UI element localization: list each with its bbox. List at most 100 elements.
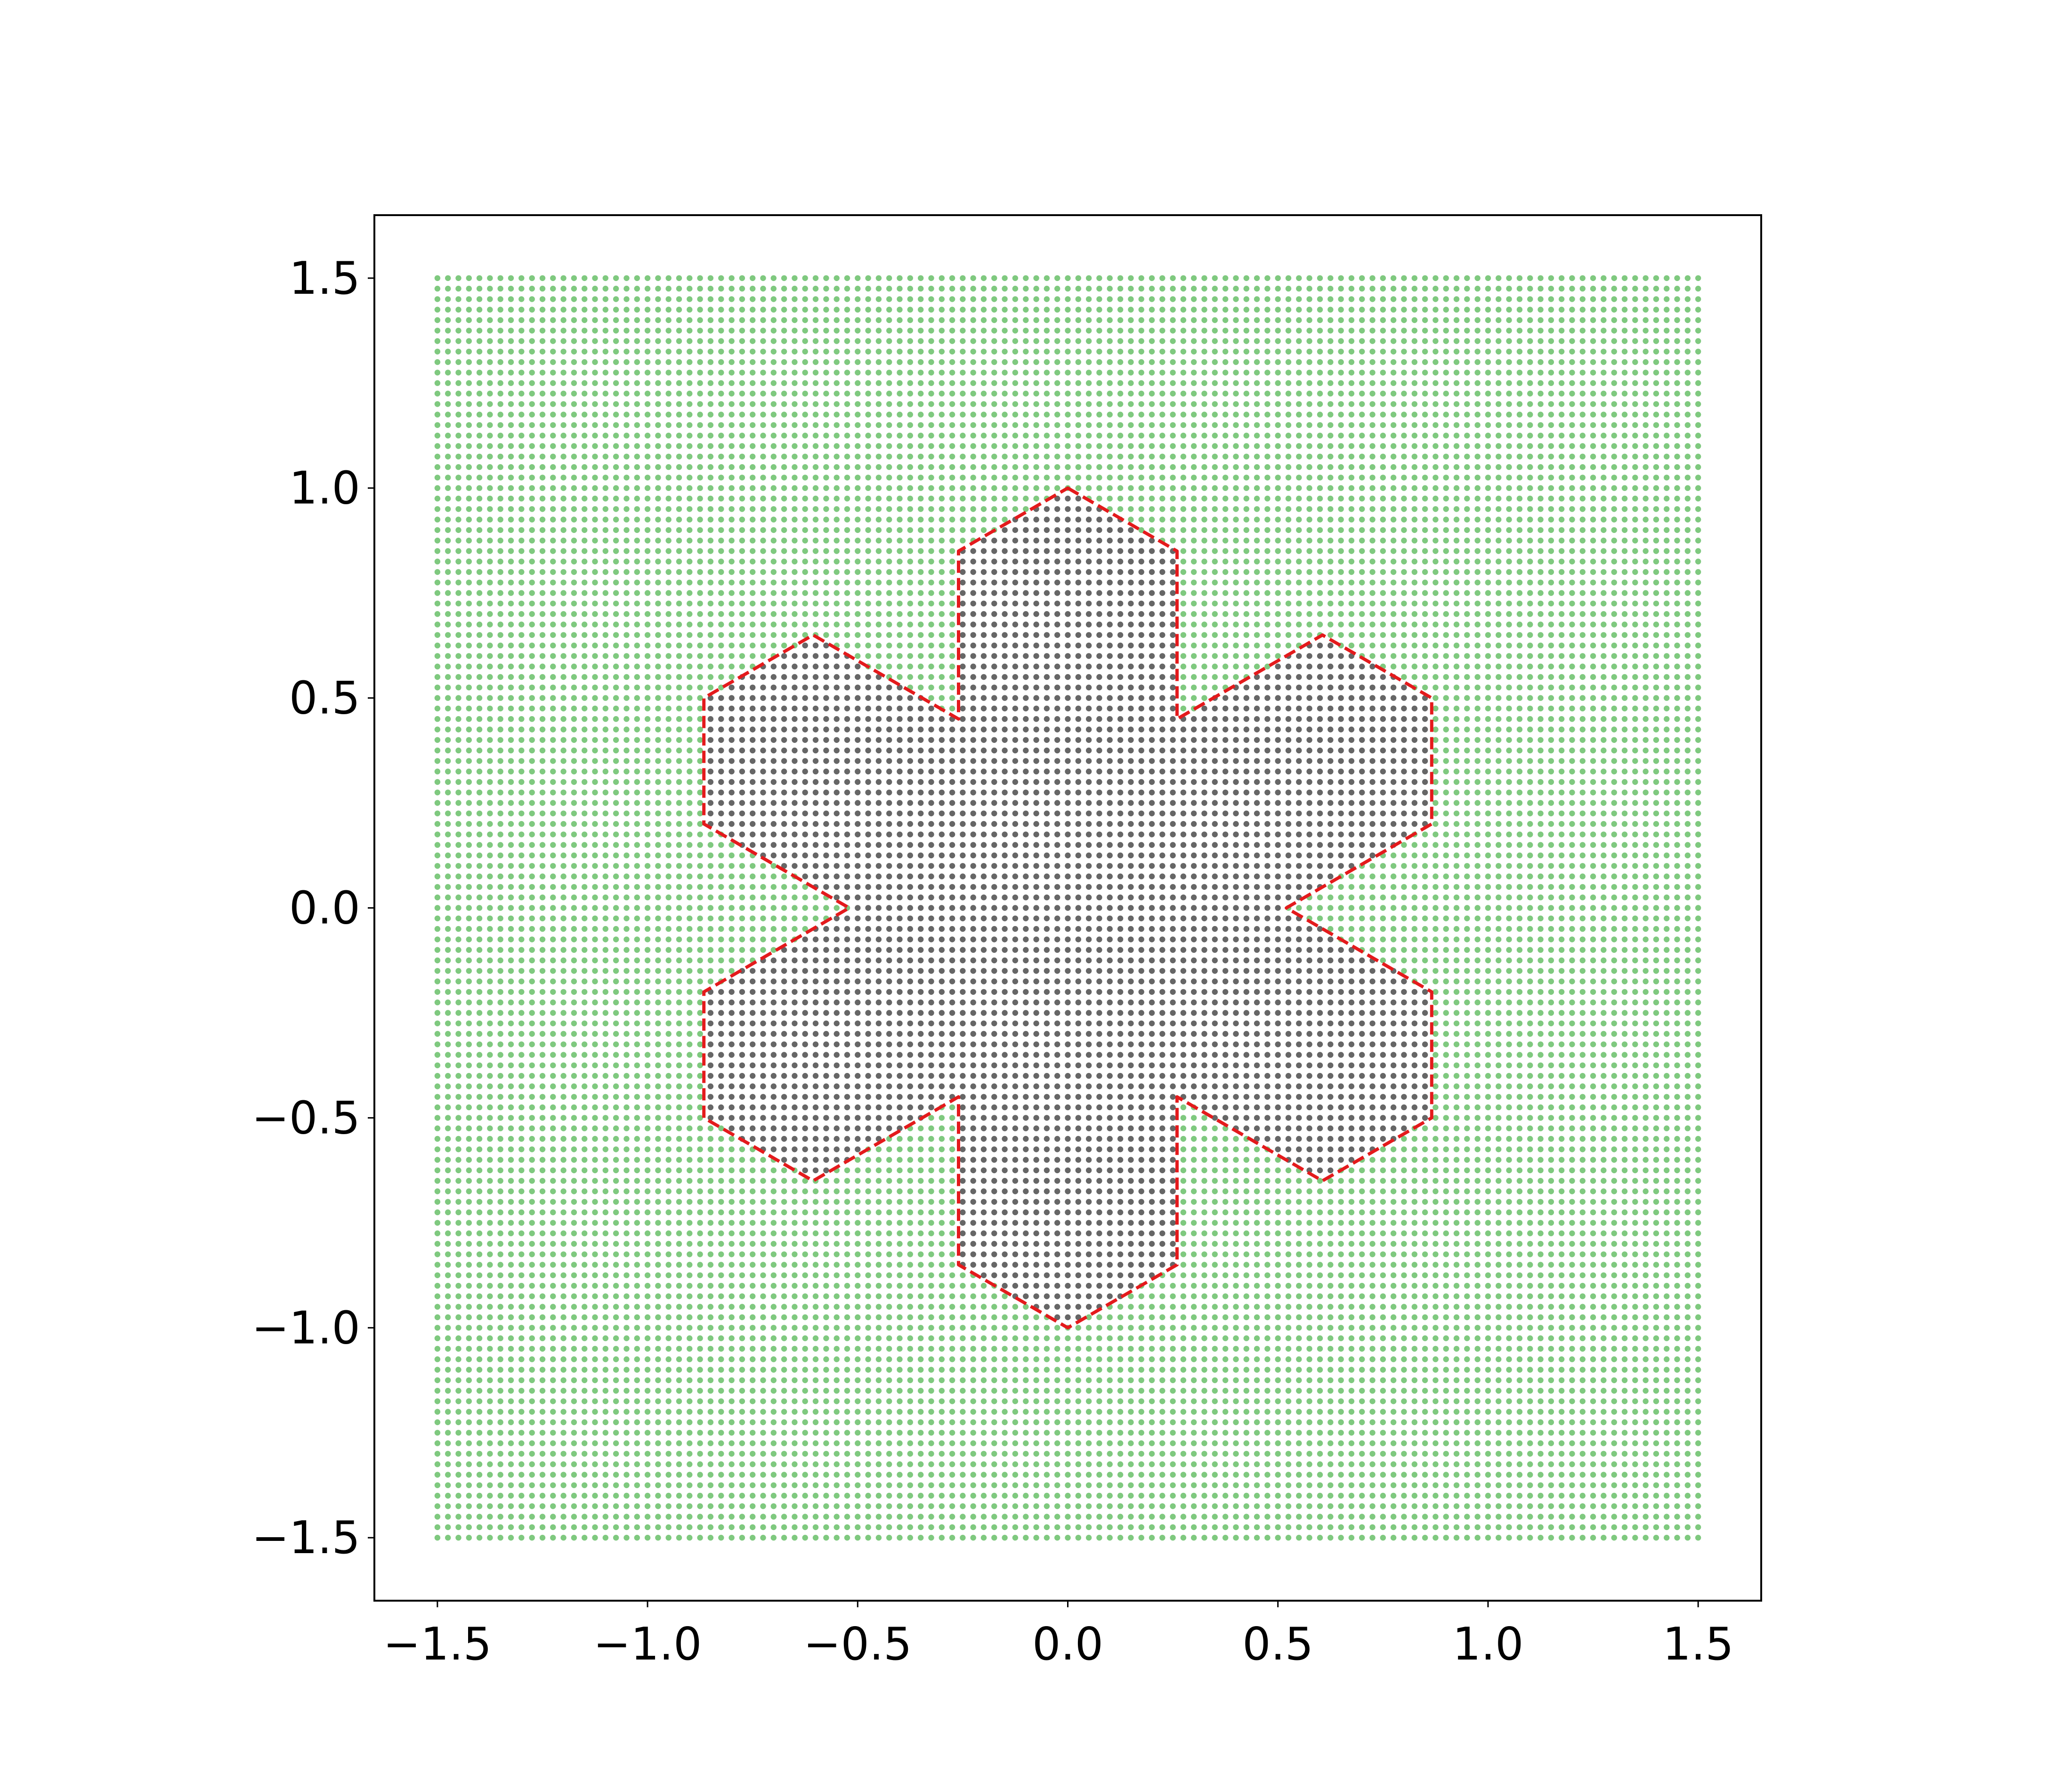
- grid-point: [707, 1346, 714, 1352]
- grid-point: [812, 558, 819, 564]
- grid-point: [623, 1146, 630, 1152]
- grid-point: [907, 590, 914, 596]
- grid-point: [928, 1482, 934, 1488]
- grid-point: [687, 1398, 693, 1404]
- grid-point: [455, 390, 461, 397]
- grid-point: [655, 433, 661, 439]
- grid-point: [434, 1083, 441, 1089]
- grid-point: [707, 317, 714, 323]
- grid-point: [855, 516, 861, 523]
- grid-point: [875, 1387, 882, 1394]
- grid-point: [560, 1115, 567, 1121]
- grid-point: [445, 348, 451, 355]
- grid-point: [602, 422, 609, 428]
- grid-point: [602, 1293, 609, 1299]
- grid-point: [644, 390, 651, 397]
- grid-point: [665, 726, 672, 733]
- grid-point: [623, 905, 630, 911]
- grid-point: [571, 495, 577, 502]
- grid-point: [466, 768, 472, 774]
- grid-point: [897, 1409, 903, 1415]
- grid-point: [750, 915, 756, 922]
- grid-point: [928, 1209, 934, 1216]
- grid-point: [802, 1199, 808, 1205]
- grid-point: [455, 852, 461, 859]
- grid-point: [665, 737, 672, 743]
- grid-point: [602, 495, 609, 502]
- grid-point: [875, 538, 882, 544]
- grid-point: [623, 1209, 630, 1216]
- grid-point: [792, 1262, 798, 1268]
- grid-point: [613, 999, 619, 1006]
- grid-point: [434, 401, 441, 407]
- grid-point: [623, 1314, 630, 1321]
- grid-point: [907, 306, 914, 313]
- grid-point: [697, 1041, 703, 1048]
- grid-point: [792, 527, 798, 533]
- grid-point: [707, 370, 714, 376]
- grid-point: [592, 538, 598, 544]
- grid-point: [865, 275, 871, 281]
- grid-point: [476, 590, 483, 596]
- grid-point: [634, 580, 640, 586]
- grid-point: [571, 663, 577, 669]
- grid-point: [613, 600, 619, 607]
- grid-point: [865, 464, 871, 470]
- grid-point: [834, 1325, 840, 1331]
- grid-point: [897, 1251, 903, 1257]
- grid-point: [939, 506, 945, 512]
- grid-point: [770, 1325, 777, 1331]
- grid-point: [802, 1356, 808, 1362]
- grid-point: [539, 726, 546, 733]
- grid-point: [676, 380, 682, 386]
- grid-point: [844, 632, 850, 638]
- grid-point: [697, 1052, 703, 1058]
- grid-point: [592, 1031, 598, 1037]
- grid-point: [613, 1293, 619, 1299]
- grid-point: [897, 390, 903, 397]
- grid-point: [634, 884, 640, 890]
- grid-point: [812, 285, 819, 292]
- grid-point: [560, 642, 567, 649]
- grid-point: [728, 1387, 735, 1394]
- grid-point: [497, 1451, 503, 1457]
- grid-point: [655, 947, 661, 953]
- grid-point: [918, 453, 924, 459]
- grid-point: [897, 1346, 903, 1352]
- grid-point: [665, 642, 672, 649]
- grid-point: [939, 1430, 945, 1436]
- grid-point: [665, 674, 672, 680]
- grid-point: [676, 663, 682, 669]
- grid-point: [939, 1167, 945, 1174]
- grid-point: [739, 1304, 745, 1310]
- grid-point: [487, 989, 493, 995]
- grid-point: [613, 380, 619, 386]
- grid-point: [897, 1398, 903, 1404]
- grid-point: [487, 1220, 493, 1226]
- grid-point: [718, 1535, 724, 1541]
- grid-point: [750, 1157, 756, 1163]
- grid-point: [623, 1020, 630, 1026]
- grid-point: [939, 328, 945, 334]
- grid-point: [571, 936, 577, 943]
- grid-point: [918, 1136, 924, 1142]
- grid-point: [455, 527, 461, 533]
- grid-point: [497, 1419, 503, 1426]
- grid-point: [823, 600, 829, 607]
- grid-point: [802, 1272, 808, 1278]
- grid-point: [792, 1251, 798, 1257]
- grid-point: [613, 275, 619, 281]
- grid-point: [687, 558, 693, 564]
- grid-point: [875, 642, 882, 649]
- grid-point: [781, 1524, 787, 1531]
- grid-point: [497, 905, 503, 911]
- grid-point: [476, 1409, 483, 1415]
- grid-point: [644, 516, 651, 523]
- grid-point: [445, 716, 451, 722]
- grid-point: [886, 359, 892, 365]
- grid-point: [623, 1461, 630, 1467]
- grid-point: [886, 1472, 892, 1478]
- grid-point: [508, 1282, 514, 1289]
- grid-point: [455, 1094, 461, 1100]
- grid-point: [560, 1041, 567, 1048]
